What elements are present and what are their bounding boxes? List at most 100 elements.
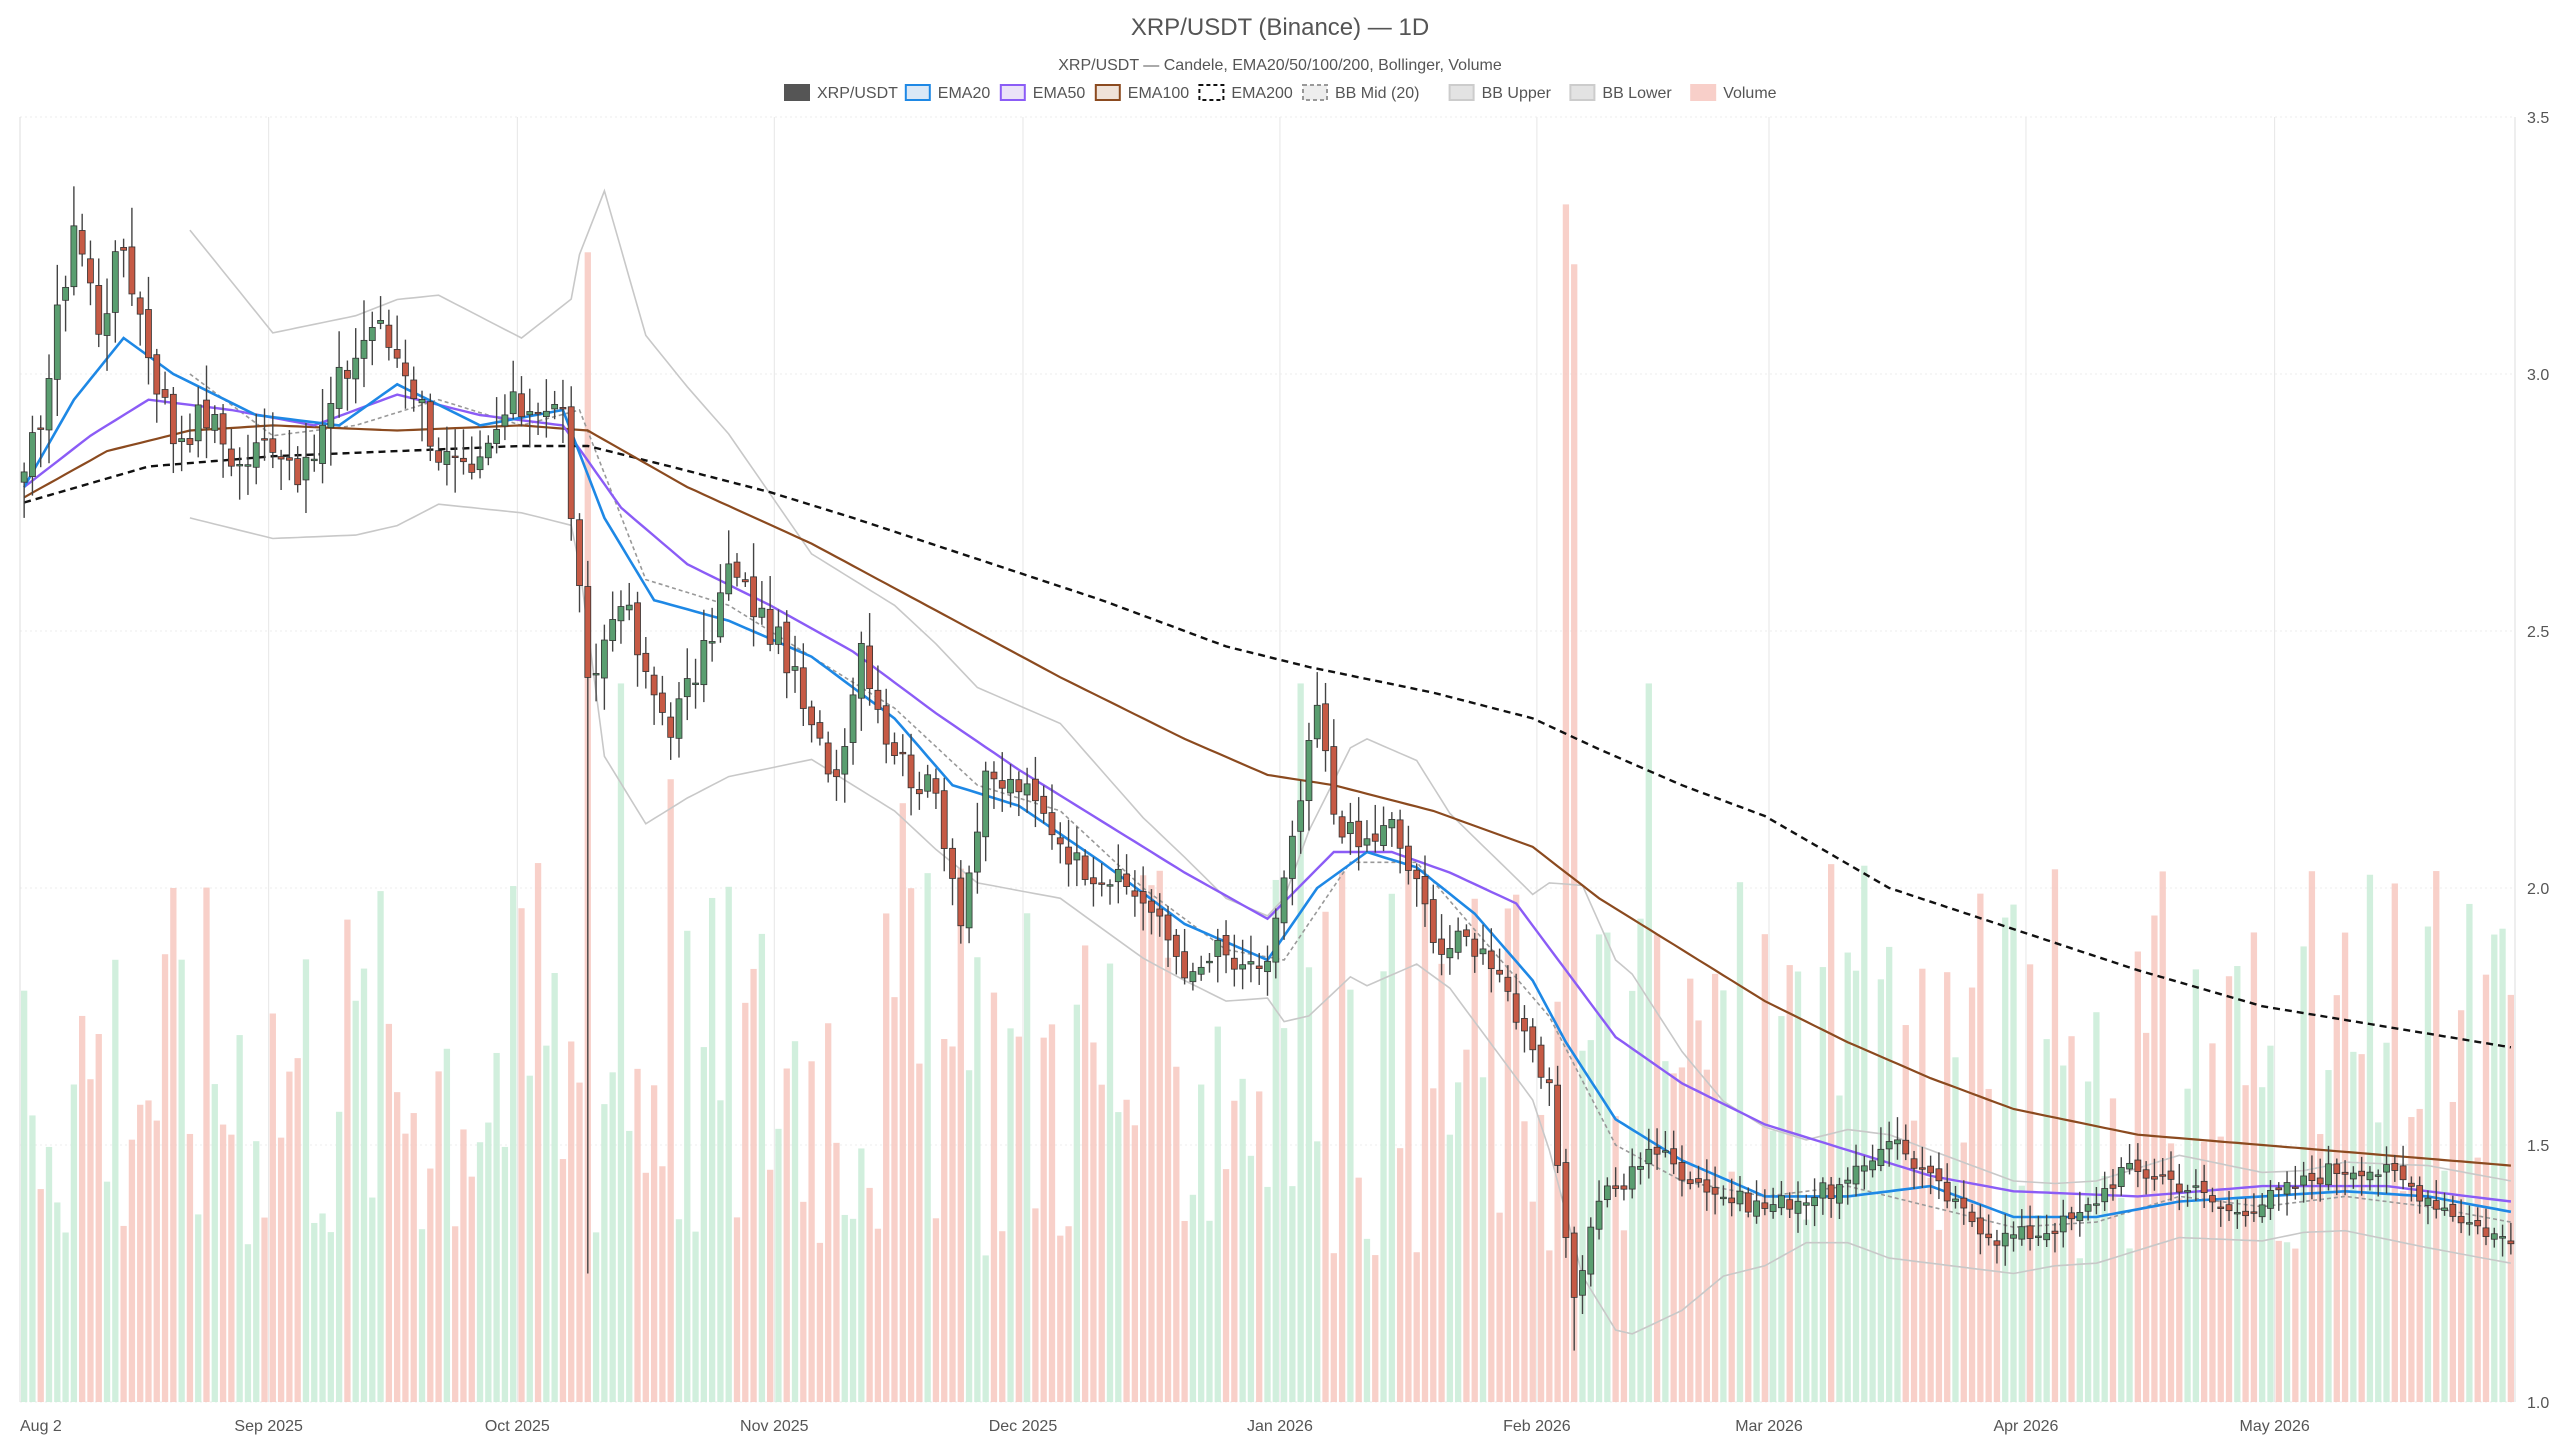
volume-bar [2433,871,2440,1402]
candle-body [1297,800,1305,832]
volume-bar [783,1068,790,1402]
volume-bar [1173,1066,1180,1402]
volume-bar [791,1041,799,1402]
candle-body [493,429,501,444]
candle-body [1910,1158,1918,1169]
candle-body [2408,1182,2415,1187]
volume-bar [1148,885,1155,1402]
volume-bar [1048,1024,1056,1402]
candle [957,860,965,944]
candle-body [2466,1222,2473,1225]
candle [741,572,749,587]
candle [1968,1203,1976,1227]
candle-body [402,362,409,377]
candle [1305,722,1313,831]
candle [1189,962,1197,991]
volume-bar [1372,1255,1379,1402]
candle-body [1454,930,1462,953]
candle-body [1695,1178,1702,1183]
volume-bar [551,972,558,1402]
candle-body [1579,1270,1586,1296]
candle [882,688,890,764]
candle [2291,1165,2299,1200]
volume-bar [534,863,542,1402]
volume-bar [1612,1116,1619,1402]
candle [567,386,575,541]
candle [402,339,409,409]
candle-body [1272,917,1280,963]
volume-bar [1115,1112,1122,1402]
legend-swatch [1094,84,1121,101]
candle-body [1363,838,1371,846]
candle-body [460,457,467,463]
candle [1686,1171,1694,1190]
candle [1322,682,1329,772]
candle [1711,1166,1719,1215]
candle [468,436,476,480]
candle [20,462,28,518]
candle [393,315,401,368]
volume-bar [219,1124,227,1402]
volume-bar [1769,1130,1777,1402]
candle [294,446,302,493]
candle-body [1778,1195,1785,1209]
candle-body [1048,812,1056,836]
candle-body [625,604,633,611]
volume-bar [742,1002,749,1402]
candle [385,309,393,361]
volume-bar [211,1084,218,1402]
candle-body [700,640,708,686]
volume-bar [1968,987,1976,1402]
candle-body [775,626,782,645]
volume-bar [1529,1201,1536,1402]
candle [642,637,650,689]
candle-body [2366,1171,2374,1181]
candle [725,530,733,601]
volume-bar [1687,978,1694,1402]
candle-body [286,457,293,461]
candle-body [393,349,401,359]
volume-bar [1131,1125,1139,1402]
candle [1471,932,1479,973]
volume-bar [1405,864,1412,1402]
volume-bar [385,1023,393,1402]
candle [1952,1185,1959,1209]
candle [542,379,550,438]
candle-body [302,456,310,481]
candle [1065,819,1072,887]
volume-bar [601,1104,608,1402]
candle-body [1023,783,1031,796]
candle-body [1769,1204,1777,1212]
x-tick-label: May 2026 [2239,1418,2309,1435]
candle [1819,1177,1827,1215]
candle-body [1595,1200,1603,1230]
candle [1554,1065,1562,1174]
volume-bar [2142,1032,2150,1402]
volume-bar [2507,994,2515,1402]
candle [940,777,948,872]
legend-label: EMA20 [938,85,991,102]
candle [1512,973,1520,1030]
candle [509,360,517,420]
candle-body [733,561,741,578]
candle-body [2175,1183,2183,1193]
volume-bar [153,1120,160,1402]
candle [277,449,285,491]
candle [1545,1067,1553,1106]
volume-bar [335,1111,343,1402]
candle-body [2059,1215,2067,1233]
volume-bar [501,1146,509,1402]
candle [816,710,824,746]
candle [2383,1146,2390,1194]
volume-bar [1488,949,1495,1402]
volume-bar [29,1115,36,1402]
volume-bar [128,1139,136,1402]
candle [244,434,252,495]
chart-title: XRP/USDT (Binance) — 1D [1131,14,1429,41]
candle-body [1429,899,1437,943]
volume-bar [650,1085,658,1402]
volume-bar [2109,1098,2117,1402]
volume-bar [1280,1028,1288,1402]
volume-bar [899,803,906,1402]
candle-body [1081,855,1089,880]
